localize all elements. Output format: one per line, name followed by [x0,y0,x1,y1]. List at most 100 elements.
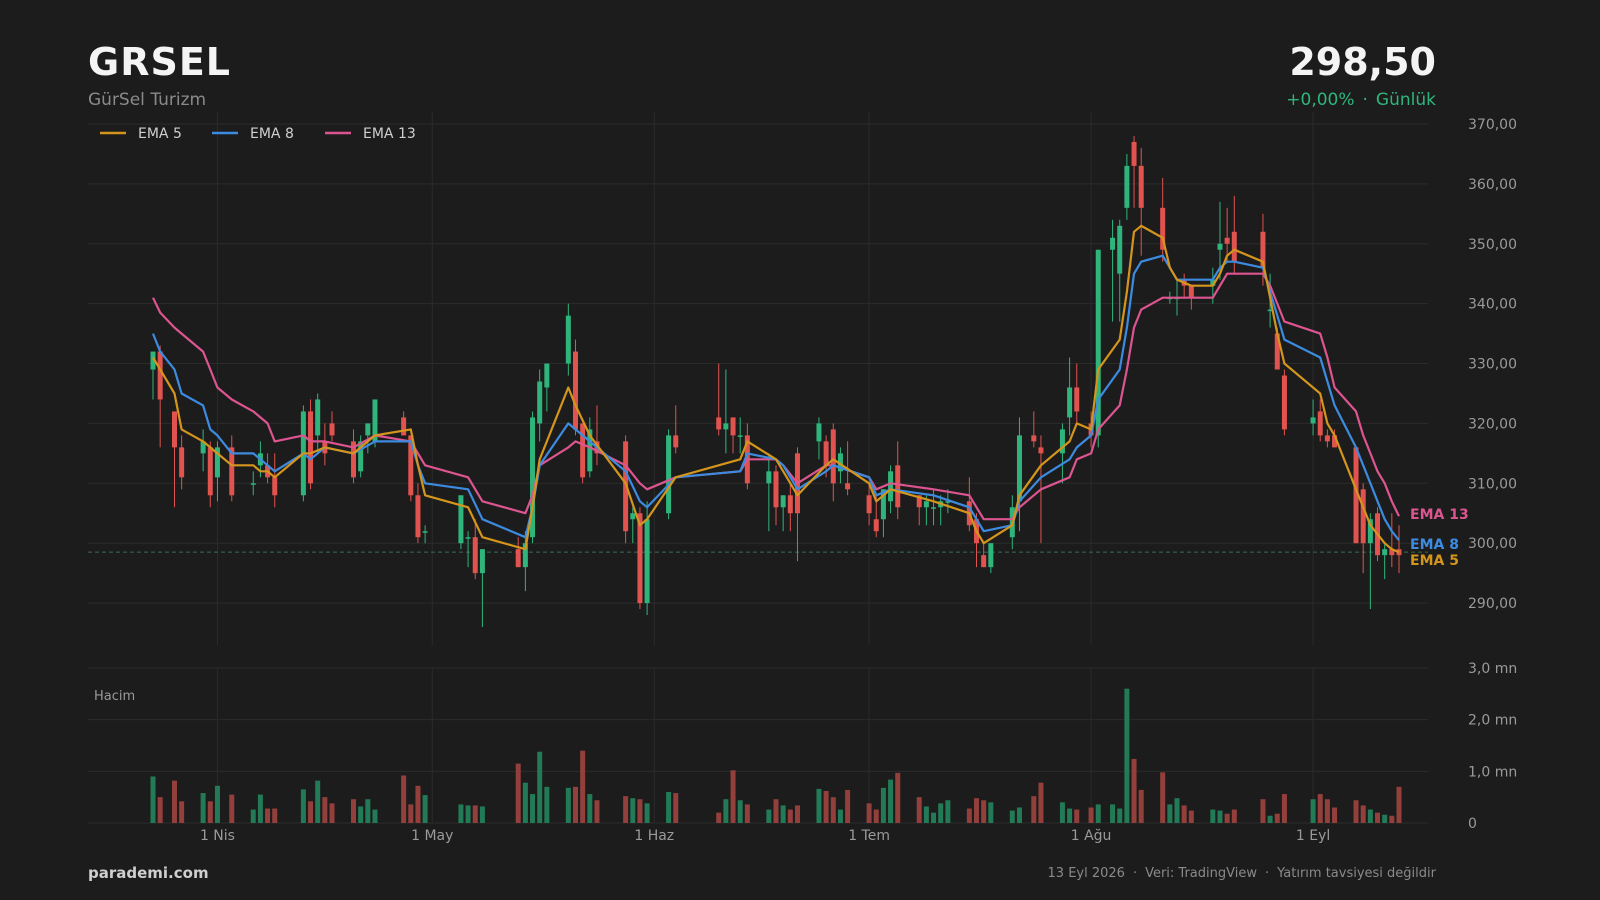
price-change: +0,00% [1286,90,1355,110]
volume-bar [1353,800,1359,823]
price-axis-tick: 290,00 [1468,596,1517,612]
candle-body [587,429,593,472]
candle-body [329,423,335,436]
candle-body [1131,141,1137,166]
candle [229,435,235,502]
volume-bar [150,776,156,823]
candle [479,549,485,628]
candle [866,483,872,526]
candle-body [773,471,779,508]
separator-dot: · [1362,90,1368,110]
candle [1117,219,1123,322]
candle [737,417,743,454]
volume-bar [308,801,314,823]
volume-bar [888,779,894,823]
candle-body [1281,375,1287,430]
candle-body [1217,243,1223,250]
time-axis-tick: 1 Tem [848,828,890,844]
volume-bar [1217,810,1223,823]
volume-bar [945,800,951,823]
candle-body [1095,249,1101,436]
volume-bar [329,803,335,823]
volume-bar [1181,805,1187,823]
volume-bar [1160,772,1166,823]
volume-bar [372,809,378,823]
candle [916,495,922,526]
candle [1074,363,1080,424]
footer-disclaimer: Yatırım tavsiyesi değildir [1277,866,1436,881]
candle-body [1038,447,1044,454]
volume-bar [587,794,593,823]
candle [716,363,722,436]
ema5-line [152,224,1400,554]
volume-bar [981,800,987,823]
volume-bar [644,803,650,823]
volume-bar [415,785,421,823]
candle [1360,483,1366,574]
volume-bar [300,789,306,823]
candle-body [1160,207,1166,250]
candle [880,489,886,538]
candle [322,423,328,466]
legend-label: EMA 8 [250,126,294,142]
candle [465,531,471,568]
candle [544,363,550,412]
volume-bar [816,788,822,823]
candle-body [737,435,743,437]
candle [572,339,578,436]
volume-bar [1210,809,1216,823]
time-axis-tick: 1 Nis [200,828,235,844]
volume-bar [171,780,177,823]
volume-bar [823,790,829,823]
volume-bar [966,808,972,823]
price-axis-tick: 360,00 [1468,177,1517,193]
candle [730,417,736,454]
candle-body [1059,429,1065,454]
candle [515,537,521,568]
footer-date: 13 Eyl 2026 [1047,866,1125,881]
candle [1138,147,1144,256]
candle-body [895,465,901,508]
candle-body [673,435,679,448]
price-axis-tick: 340,00 [1468,297,1517,313]
candle-body [945,501,951,503]
volume-bar [479,806,485,823]
candle [988,543,994,574]
candle-body [780,495,786,508]
volume-bar [1267,815,1273,823]
candle-body [1310,417,1316,424]
candle [308,399,314,490]
candle-body [1138,165,1144,208]
candle-body [988,543,994,568]
volume-bar [1188,810,1194,823]
candle-body [537,381,543,424]
candle-body [981,555,987,568]
candle-body [845,483,851,490]
time-axis-tick: 1 Ağu [1071,828,1112,844]
candle-body [630,513,636,520]
candle-body [565,315,571,364]
candle-body [1382,549,1388,556]
candle-body [866,495,872,514]
volume-bar [873,809,879,823]
volume-bar [1110,804,1116,823]
volume-bar [1088,807,1094,823]
candle-body [873,519,879,532]
candle [938,495,944,526]
candle-body [515,549,521,568]
volume-bar [787,809,793,823]
candle-body [365,423,371,436]
candle [1095,249,1101,448]
volume-bar [837,809,843,823]
candle [1131,135,1137,208]
volume-bar [272,808,278,823]
candle-body [372,399,378,442]
candle-body [358,441,364,472]
volume-bar [1375,812,1381,823]
volume-bar [988,802,994,823]
candle-body [723,423,729,430]
candle-body [1117,225,1123,274]
volume-bar [472,805,478,823]
candle [787,483,793,532]
